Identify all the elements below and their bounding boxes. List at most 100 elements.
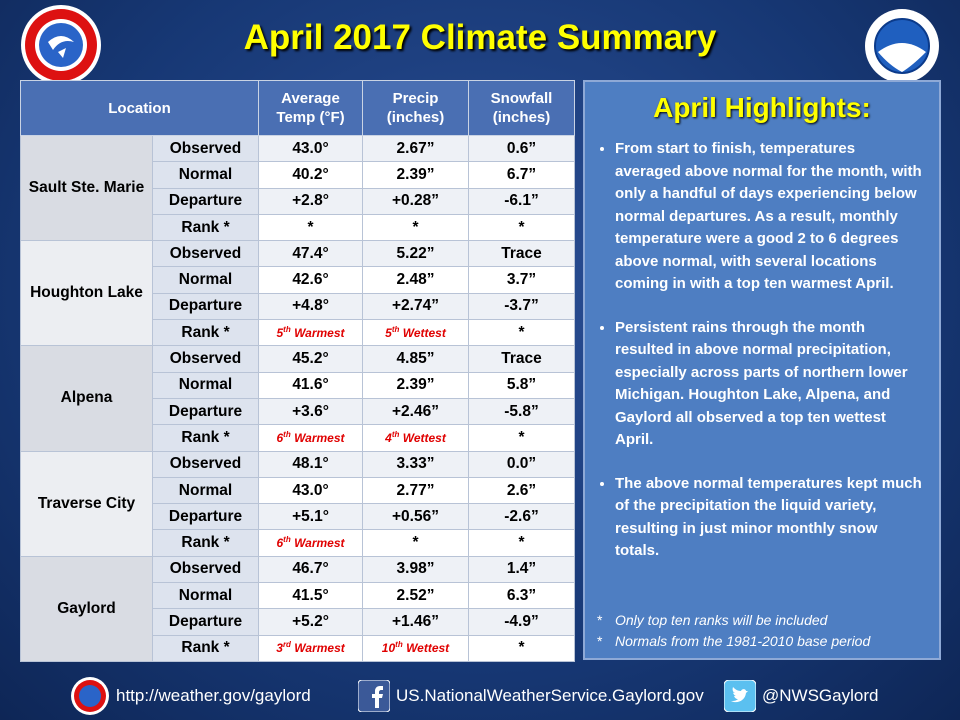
data-cell: 5.8” — [468, 371, 575, 399]
data-cell: * — [468, 529, 575, 557]
row-label: Rank * — [152, 213, 259, 242]
data-cell: 3.7” — [468, 266, 575, 294]
highlights-list: From start to finish, temperatures avera… — [585, 138, 939, 563]
rank: 5th Wettest — [385, 324, 446, 340]
data-cell: 2.52” — [362, 582, 469, 610]
rank-suffix: th — [395, 640, 403, 650]
rank-number: 5 — [385, 325, 392, 340]
rank: 5th Warmest — [276, 325, 344, 340]
table-row: Gaylord Observed 46.7° 3.98” 1.4” — [20, 555, 575, 662]
row-label: Normal — [152, 582, 259, 610]
data-cell: 47.4° — [258, 240, 363, 268]
rank-number: 6 — [276, 536, 284, 551]
row-label: Normal — [152, 266, 259, 294]
data-cell: -6.1” — [468, 187, 575, 215]
row-label: Observed — [152, 134, 259, 163]
row-label: Rank * — [152, 424, 259, 452]
rank-number: 3 — [276, 641, 283, 656]
rank: 6th Warmest — [276, 535, 344, 551]
data-cell: 0.0” — [468, 450, 575, 478]
rank-suffix: th — [391, 324, 400, 334]
data-cell: 2.48” — [362, 266, 469, 294]
data-cell: 3.98” — [362, 555, 469, 584]
data-cell: 1.4” — [468, 555, 575, 584]
rank-cell: 4th Wettest — [362, 424, 469, 452]
data-cell: Trace — [468, 345, 575, 373]
highlights-title: April Highlights: — [653, 92, 871, 123]
footer: http://weather.gov/gaylord US.NationalWe… — [0, 677, 960, 715]
note-marker: * — [597, 612, 603, 628]
data-cell: * — [468, 213, 575, 242]
facebook-link[interactable]: US.NationalWeatherService.Gaylord.gov — [396, 686, 704, 705]
table-row: Departure +2.8° +0.28” -6.1” — [21, 187, 575, 215]
data-cell: +5.1° — [258, 503, 363, 531]
data-cell: 43.0° — [258, 476, 363, 505]
data-cell: * — [258, 213, 363, 242]
rank-suffix: th — [283, 429, 291, 439]
data-cell: * — [362, 529, 469, 557]
highlight-bullet: Persistent rains through the month resul… — [615, 317, 925, 452]
data-cell: 4.85” — [362, 345, 469, 373]
data-cell: -2.6” — [468, 503, 575, 531]
note-text: Normals from the 1981-2010 base period — [615, 633, 871, 649]
nws-icon — [71, 677, 109, 715]
location-name: Alpena — [20, 345, 153, 452]
title: April 2017 Climate Summary — [243, 18, 717, 57]
data-cell: * — [468, 424, 575, 452]
website[interactable]: http://weather.gov/gaylord — [116, 686, 311, 705]
rank-suffix: th — [283, 535, 291, 545]
data-cell: 2.39” — [362, 371, 469, 399]
rank-label: Wettest — [402, 430, 446, 445]
data-cell: 2.77” — [362, 476, 469, 505]
rank-label: Wettest — [402, 325, 446, 340]
row-label: Normal — [152, 161, 259, 189]
rank-cell: 5th Wettest — [362, 319, 469, 347]
nws-logo — [21, 5, 101, 85]
note-text: Only top ten ranks will be included — [615, 612, 828, 628]
row-label: Observed — [152, 345, 259, 373]
location-name: Sault Ste. Marie — [20, 134, 153, 242]
rank-cell: 3rd Warmest — [258, 634, 363, 662]
row-label: Departure — [152, 503, 259, 531]
column-header: Precip (inches) — [362, 80, 469, 136]
data-cell: 2.67” — [362, 134, 469, 163]
data-cell: +2.8° — [258, 187, 363, 215]
table-row: Normal 43.0° 2.77” 2.6” — [21, 476, 575, 505]
row-label: Rank * — [152, 634, 259, 662]
note-marker: * — [597, 633, 603, 649]
table-row: Rank * 6th Warmest * * — [21, 529, 575, 557]
rank-label: Warmest — [294, 430, 345, 445]
row-label: Normal — [152, 371, 259, 399]
row-label: Observed — [152, 555, 259, 584]
row-label: Observed — [152, 450, 259, 478]
twitter-handle[interactable]: @NWSGaylord — [762, 686, 879, 705]
table-row: Normal 40.2° 2.39” 6.7” — [21, 161, 575, 189]
column-header: Average Temp (°F) — [258, 80, 363, 136]
rank-suffix: th — [391, 429, 400, 439]
rank-label: Warmest — [294, 641, 345, 656]
data-cell: 6.7” — [468, 161, 575, 189]
data-cell: +4.8° — [258, 292, 363, 321]
data-cell: Trace — [468, 240, 575, 268]
rank: 3rd Warmest — [276, 640, 345, 656]
data-cell: 45.2° — [258, 345, 363, 373]
table-row: Traverse City Observed 48.1° 3.33” 0.0” — [20, 450, 575, 557]
rank-number: 5 — [276, 325, 284, 340]
table-row: Normal 42.6° 2.48” 3.7” — [21, 266, 575, 294]
rank-cell: 6th Warmest — [258, 529, 363, 557]
data-cell: +2.74” — [362, 292, 469, 321]
data-cell: +3.6° — [258, 397, 363, 426]
row-label: Observed — [152, 240, 259, 268]
data-cell: 2.6” — [468, 476, 575, 505]
data-cell: 2.39” — [362, 161, 469, 189]
rank: 10th Wettest — [382, 640, 449, 655]
data-cell: 41.5° — [258, 582, 363, 610]
note: * Only top ten ranks will be included — [597, 610, 870, 631]
column-header: Snowfall (inches) — [468, 80, 575, 136]
data-cell: 3.33” — [362, 450, 469, 478]
data-cell: * — [468, 319, 575, 347]
location-name: Gaylord — [20, 555, 153, 662]
row-label: Departure — [152, 397, 259, 426]
